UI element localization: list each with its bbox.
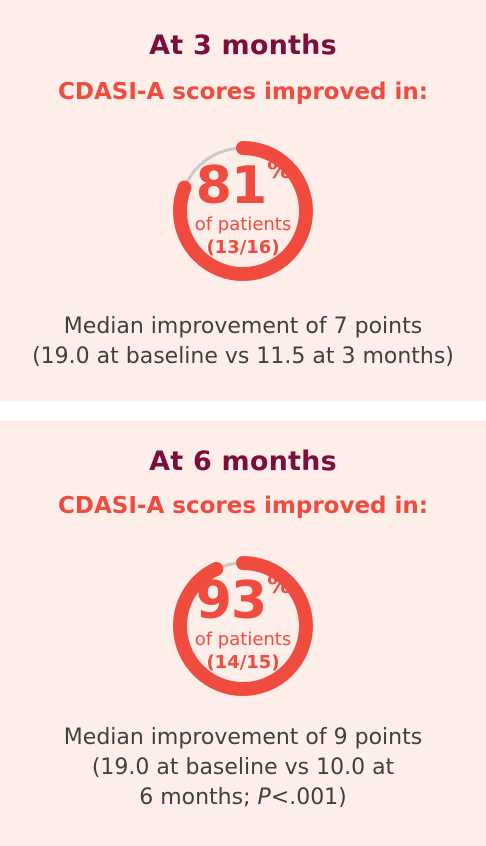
- percent-ring: 93% of patients (14/15): [168, 551, 318, 701]
- of-patients-label: of patients: [194, 629, 292, 650]
- patient-fraction: (13/16): [206, 237, 280, 258]
- median-line-1: Median improvement of 7 points: [63, 314, 423, 339]
- percent-sign: %: [267, 571, 291, 599]
- panel-3-months: At 3 months CDASI-A scores improved in: …: [0, 0, 486, 401]
- median-line-2: (19.0 at baseline vs 11.5 at 3 months): [32, 344, 454, 369]
- panel-title: At 6 months: [149, 446, 337, 477]
- progress-ring: [173, 556, 313, 696]
- percent-value: 81%: [195, 156, 291, 216]
- p-value-symbol: P: [257, 785, 271, 810]
- median-line-1: Median improvement of 9 points: [63, 725, 423, 750]
- patient-fraction: (14/15): [206, 652, 280, 673]
- panel-subtitle: CDASI-A scores improved in:: [58, 493, 428, 519]
- ring-progress-arc: [173, 556, 313, 696]
- percent-ring: 81% of patients (13/16): [168, 136, 318, 286]
- ring-progress-arc: [173, 141, 313, 281]
- median-line-3: 6 months; P<.001): [139, 785, 347, 810]
- median-line-2: (19.0 at baseline vs 10.0 at: [91, 755, 395, 780]
- progress-ring: [173, 141, 313, 281]
- median-improvement-text: Median improvement of 9 points (19.0 at …: [0, 723, 486, 813]
- median-improvement-text: Median improvement of 7 points (19.0 at …: [0, 312, 486, 372]
- of-patients-label: of patients: [194, 214, 292, 235]
- panel-subtitle: CDASI-A scores improved in:: [58, 79, 428, 105]
- percent-sign: %: [267, 156, 291, 184]
- panel-title: At 3 months: [149, 30, 337, 61]
- percent-value: 93%: [195, 571, 291, 631]
- panel-6-months: At 6 months CDASI-A scores improved in: …: [0, 421, 486, 846]
